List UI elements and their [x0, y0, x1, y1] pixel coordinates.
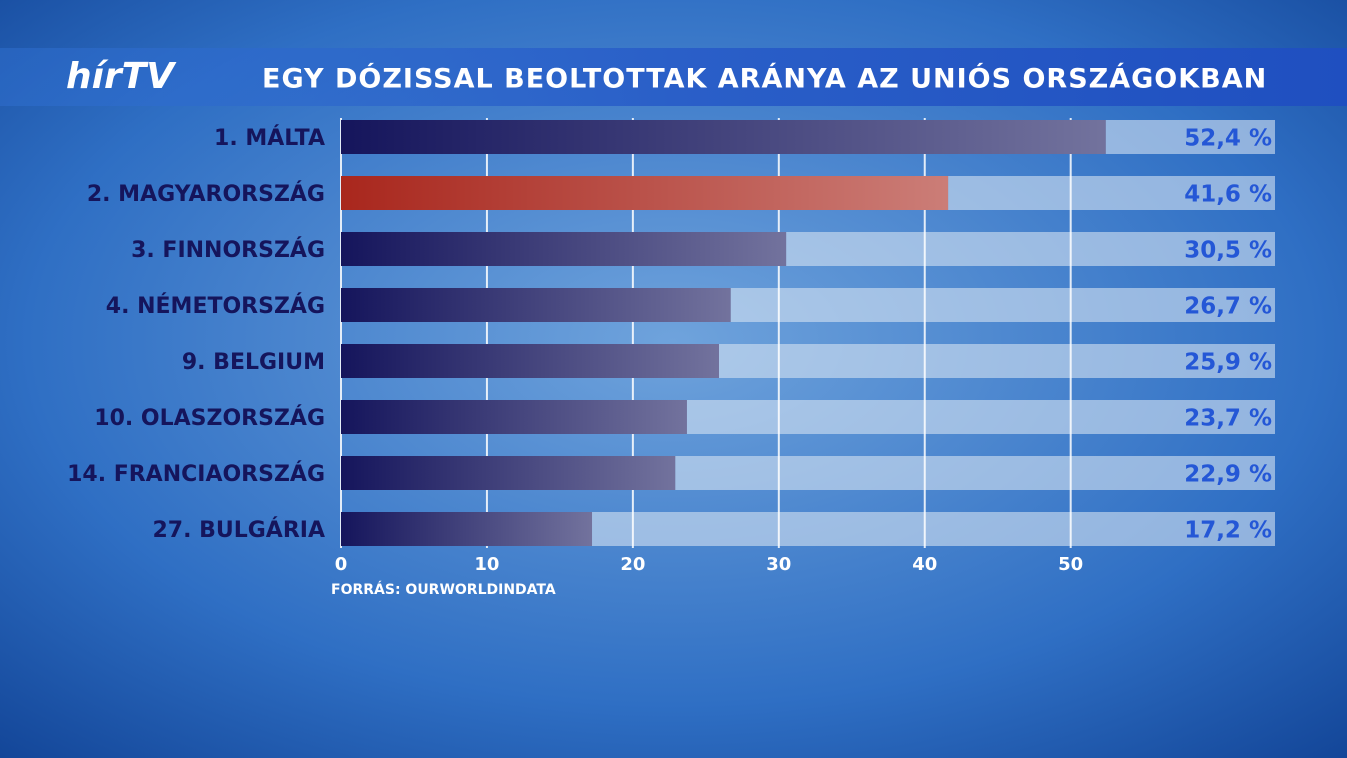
- bar-sheen: [341, 232, 787, 266]
- value-label: 25,9 %: [1184, 350, 1272, 376]
- x-tick-label: 30: [766, 554, 791, 575]
- bar-sheen: [341, 120, 1106, 154]
- bar-sheen: [341, 400, 687, 434]
- y-tick-label: 4. NÉMETORSZÁG: [106, 293, 325, 319]
- title-band: [0, 48, 1347, 106]
- value-label: 30,5 %: [1184, 238, 1272, 264]
- bar-sheen: [341, 176, 949, 210]
- y-tick-label: 2. MAGYARORSZÁG: [87, 181, 325, 207]
- value-label: 26,7 %: [1184, 294, 1272, 320]
- x-tick-label: 0: [335, 554, 348, 575]
- y-tick-label: 1. MÁLTA: [214, 125, 325, 151]
- value-label: 52,4 %: [1184, 126, 1272, 152]
- y-tick-label: 27. BULGÁRIA: [152, 517, 325, 543]
- y-tick-label: 10. OLASZORSZÁG: [94, 405, 325, 431]
- x-tick-label: 20: [620, 554, 645, 575]
- x-tick-label: 40: [912, 554, 937, 575]
- bar-sheen: [341, 456, 676, 490]
- bar-sheen: [341, 344, 719, 378]
- value-label: 17,2 %: [1184, 518, 1272, 544]
- value-label: 41,6 %: [1184, 182, 1272, 208]
- chart-title: EGY DÓZISSAL BEOLTOTTAK ARÁNYA AZ UNIÓS …: [262, 63, 1267, 95]
- logo: hírTV: [66, 56, 177, 97]
- value-label: 23,7 %: [1184, 406, 1272, 432]
- bar-sheen: [341, 512, 593, 546]
- source: FORRÁS: OURWORLDINDATA: [331, 581, 556, 598]
- y-tick-label: 14. FRANCIAORSZÁG: [67, 461, 325, 487]
- bar-sheen: [341, 288, 731, 322]
- y-tick-label: 3. FINNORSZÁG: [131, 237, 325, 263]
- y-tick-label: 9. BELGIUM: [182, 350, 325, 375]
- value-label: 22,9 %: [1184, 462, 1272, 488]
- x-tick-label: 10: [474, 554, 499, 575]
- x-tick-label: 50: [1058, 554, 1083, 575]
